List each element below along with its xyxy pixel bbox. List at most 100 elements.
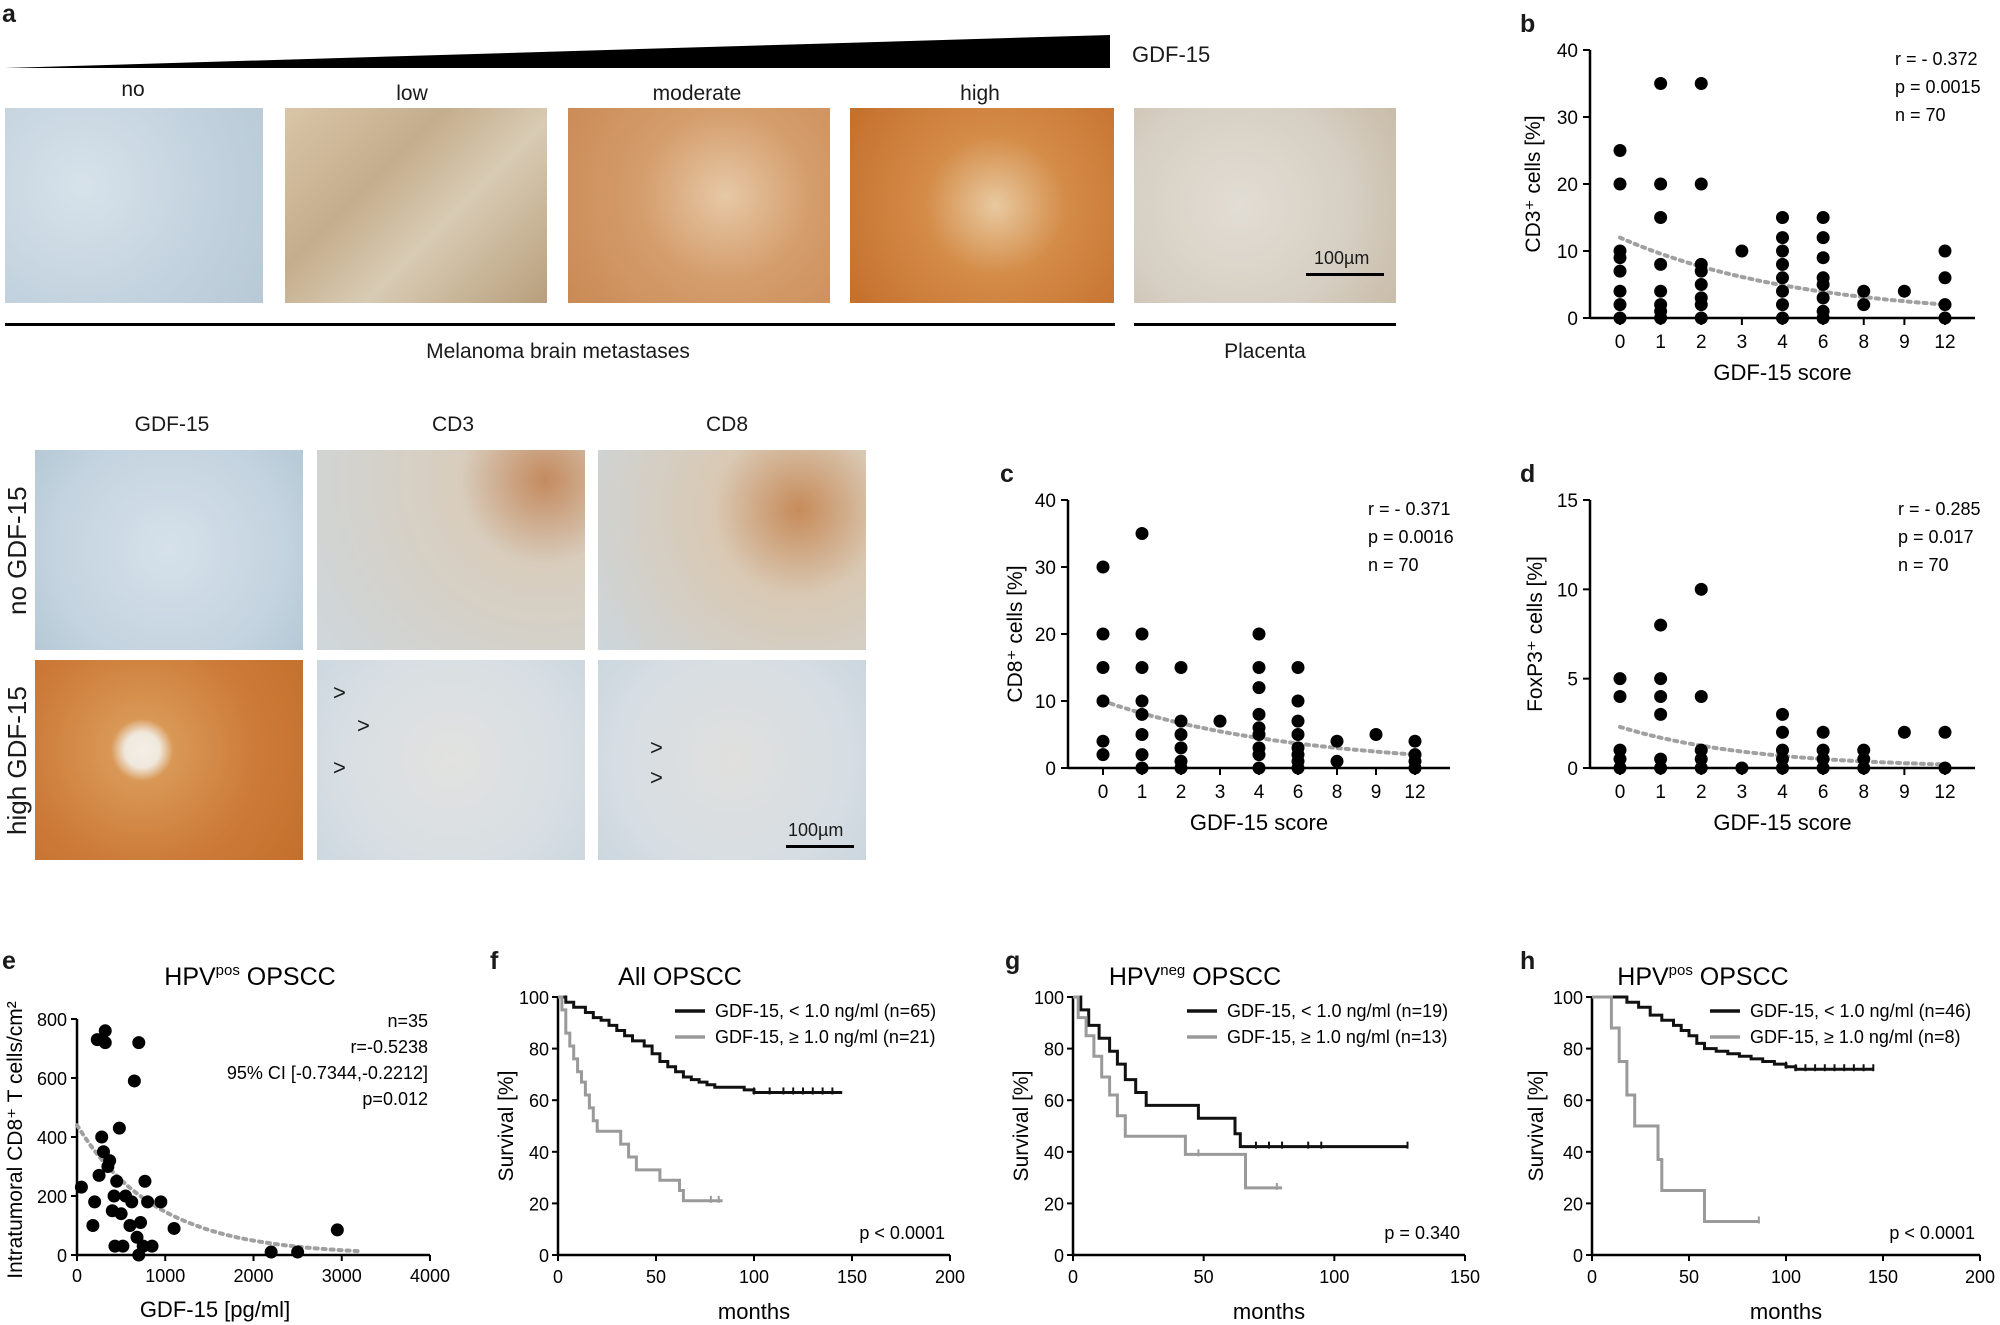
x-tick-label: 6 (1818, 332, 1829, 353)
stats-text: r = - 0.285 (1898, 499, 1981, 519)
chart-g-km-hpvneg: HPVneg OPSCC 0 20 40 60 80 100 0 50 100 150 GDF-15,… (1010, 962, 1480, 1324)
data-point (98, 1036, 112, 1050)
stats-text: r=-0.5238 (350, 1037, 428, 1057)
data-point (1816, 725, 1830, 739)
data-point (112, 1121, 126, 1135)
data-point (1135, 694, 1149, 708)
data-point (1613, 690, 1627, 704)
ihc-high-gdf15-cd8: > > 100µm (598, 660, 866, 860)
y-tick-label: 0 (539, 1246, 549, 1266)
ihc-column-cd8: CD8 (705, 413, 749, 436)
chart-title: HPVpos OPSCC (1617, 962, 1788, 991)
stats-text: p = 0.017 (1898, 527, 1974, 547)
arrowhead-marker: > (333, 755, 346, 780)
x-tick-label: 0 (1587, 1267, 1597, 1287)
data-point (1174, 741, 1188, 755)
data-point (1135, 748, 1149, 762)
y-tick-label: 10 (1557, 580, 1578, 601)
data-point (1613, 177, 1627, 191)
x-tick-label: 12 (1404, 782, 1425, 803)
x-tick-label: 0 (553, 1267, 563, 1287)
data-point (1135, 661, 1149, 674)
panel-label-f: f (490, 947, 499, 975)
data-point (1135, 527, 1149, 540)
x-axis-label: months (718, 1299, 790, 1324)
x-tick-label: 2 (1696, 782, 1707, 803)
legend-label: GDF-15, ≥ 1.0 ng/ml (n=21) (715, 1027, 935, 1047)
stats-text: 95% CI [-0.7344,-0.2212] (227, 1063, 428, 1083)
data-point (1816, 743, 1830, 757)
trend-line (1618, 724, 1947, 767)
x-axis-label: months (1233, 1299, 1305, 1324)
data-point (1291, 661, 1305, 674)
data-point (1408, 734, 1422, 748)
data-point (88, 1195, 102, 1209)
y-tick-label: 60 (1563, 1091, 1583, 1111)
x-tick-label: 4 (1777, 332, 1788, 353)
data-point (1776, 257, 1789, 271)
data-point (132, 1036, 146, 1050)
x-tick-label: 12 (1934, 782, 1955, 803)
data-point (86, 1219, 100, 1232)
legend-label: GDF-15, < 1.0 ng/ml (n=65) (715, 1001, 936, 1021)
data-point (1654, 752, 1668, 766)
placenta-group-line (1134, 323, 1396, 326)
y-axis-label: CD8⁺ cells [%] (1004, 565, 1027, 702)
data-point (1938, 298, 1952, 312)
data-point (1654, 77, 1668, 90)
data-point (1694, 77, 1708, 90)
data-point (1694, 761, 1708, 775)
survival-curve (558, 995, 843, 1094)
data-point (1174, 728, 1188, 741)
panel-label-a: a (2, 0, 16, 28)
data-point (92, 1168, 106, 1182)
data-point (1613, 752, 1627, 766)
data-point (1776, 311, 1789, 325)
y-tick-label: 400 (37, 1128, 67, 1148)
y-tick-label: 40 (1563, 1143, 1583, 1163)
chart-title: HPVpos OPSCC (164, 962, 335, 991)
x-tick-label: 4 (1254, 782, 1265, 803)
x-tick-label: 8 (1858, 332, 1869, 353)
y-tick-label: 60 (529, 1091, 549, 1111)
y-axis-label: CD3⁺ cells [%] (1522, 115, 1545, 252)
x-axis-label: GDF-15 score (1713, 360, 1851, 385)
scale-bar-label: 100µm (788, 820, 844, 840)
data-point (1694, 743, 1708, 757)
trend-line (75, 1123, 362, 1254)
panel-label-c: c (1000, 460, 1014, 488)
data-point (1816, 211, 1830, 224)
data-point (1776, 211, 1789, 224)
data-point (145, 1239, 159, 1253)
data-point (330, 1223, 344, 1237)
data-point (1654, 672, 1668, 686)
data-point (1857, 298, 1871, 312)
data-point (1613, 298, 1627, 312)
x-tick-label: 2 (1176, 782, 1187, 803)
x-tick-label: 0 (1068, 1267, 1078, 1287)
data-point (1174, 714, 1188, 728)
legend-label: GDF-15, < 1.0 ng/ml (n=46) (1750, 1001, 1971, 1021)
data-point (1897, 284, 1911, 298)
data-point (1816, 752, 1830, 766)
y-tick-label: 100 (1034, 988, 1064, 1008)
y-tick-label: 20 (529, 1194, 549, 1214)
data-point (1252, 721, 1266, 735)
data-point (1897, 725, 1911, 739)
data-point (1613, 743, 1627, 757)
data-point (1613, 672, 1627, 686)
gdf15-gradient-wedge (5, 35, 1110, 68)
data-point (110, 1174, 124, 1188)
data-point (1938, 311, 1952, 325)
ihc-high-gdf15-gdf15 (35, 660, 303, 860)
data-point (1938, 244, 1952, 258)
micrograph-placenta: 100µm (1134, 108, 1396, 303)
data-point (1096, 560, 1110, 574)
y-tick-label: 20 (1035, 625, 1056, 646)
category-label-moderate: moderate (652, 82, 742, 105)
x-tick-label: 1000 (145, 1266, 185, 1286)
x-tick-label: 8 (1858, 782, 1869, 803)
gradient-label: GDF-15 (1132, 42, 1211, 67)
data-point (1291, 741, 1305, 755)
survival-curve (1592, 995, 1874, 1071)
